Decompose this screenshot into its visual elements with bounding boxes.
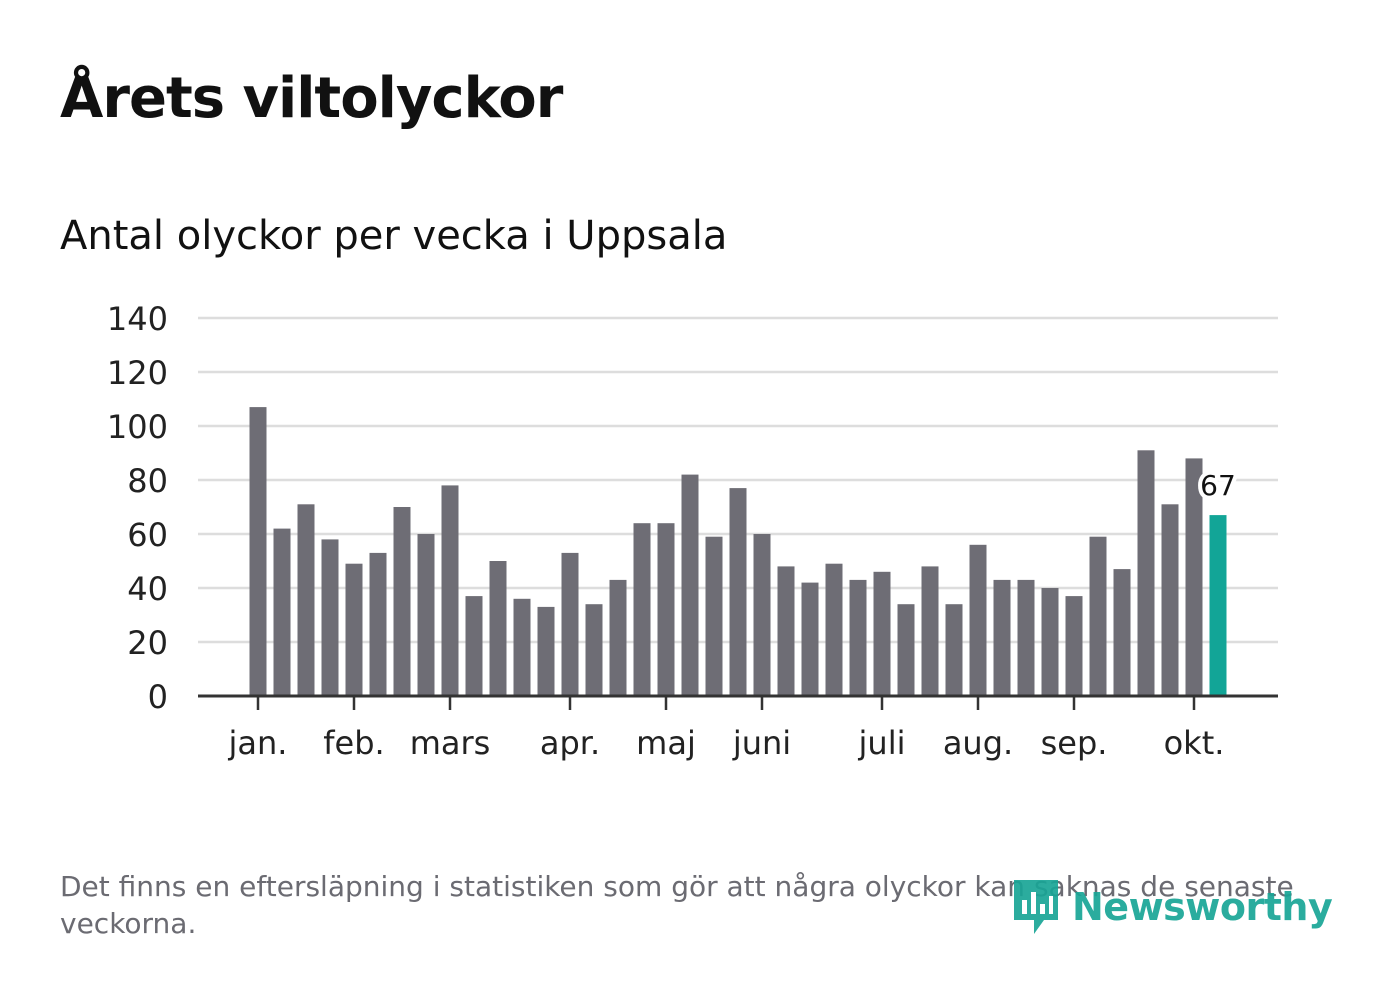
- bar: [585, 604, 603, 696]
- x-tick-label: okt.: [1164, 724, 1225, 762]
- bar: [777, 566, 795, 696]
- x-axis: jan. feb. mars apr. maj juni juli aug. sep. okt.: [198, 694, 1278, 762]
- x-tick-label: mars: [410, 724, 491, 762]
- chart-subtitle: Antal olyckor per vecka i Uppsala: [60, 213, 728, 259]
- logo-text: Newsworthy: [1072, 885, 1333, 929]
- bar: [393, 507, 411, 696]
- bar: [945, 604, 963, 696]
- bar: [1089, 536, 1107, 696]
- bar: [1017, 579, 1035, 696]
- x-tick-label: sep.: [1041, 724, 1108, 762]
- y-tick-label: 80: [127, 462, 168, 500]
- bar: [753, 534, 771, 696]
- x-tick-label: juli: [858, 724, 906, 762]
- x-tick-label: juni: [732, 724, 791, 762]
- bar: [825, 563, 843, 696]
- x-tick-label: aug.: [943, 724, 1013, 762]
- bar: [369, 552, 387, 696]
- x-tick-label: jan.: [228, 724, 288, 762]
- bar: [1185, 458, 1203, 696]
- footnote: Det finns en eftersläpning i statistiken…: [60, 870, 1294, 940]
- y-tick-label: 40: [127, 570, 168, 608]
- y-axis-ticks: 0 20 40 60 80 100 120 140: [107, 300, 168, 716]
- y-tick-label: 20: [127, 624, 168, 662]
- bar: [993, 579, 1011, 696]
- bar: [921, 566, 939, 696]
- bar: [465, 596, 483, 696]
- y-tick-label: 0: [148, 678, 168, 716]
- bar: [801, 582, 819, 696]
- data-label-halo: 67: [1200, 469, 1236, 502]
- bar: [489, 561, 507, 696]
- x-tick-label: maj: [636, 724, 696, 762]
- bar: [417, 534, 435, 696]
- bar-highlight: [1209, 515, 1227, 696]
- y-tick-label: 140: [107, 300, 168, 338]
- bar: [1161, 504, 1179, 696]
- newsworthy-logo: Newsworthy: [1010, 876, 1333, 938]
- bar: [897, 604, 915, 696]
- y-tick-label: 60: [127, 516, 168, 554]
- bar: [441, 485, 459, 696]
- bar-chart-speech-bubble-icon: [1014, 880, 1058, 934]
- bar: [1137, 450, 1155, 696]
- bar: [1041, 588, 1059, 696]
- x-tick-label: apr.: [540, 724, 600, 762]
- bar: [681, 474, 699, 696]
- bar: [1065, 596, 1083, 696]
- bar: [273, 528, 291, 696]
- data-label-latest: 67: [1200, 469, 1236, 502]
- bar: [561, 552, 579, 696]
- bar: [537, 606, 555, 696]
- bar: [513, 598, 531, 696]
- bar: [1113, 569, 1131, 696]
- bar: [321, 539, 339, 696]
- bar: [729, 488, 747, 696]
- bar: [873, 571, 891, 696]
- bar: [849, 579, 867, 696]
- bar: [609, 579, 627, 696]
- y-tick-label: 100: [107, 408, 168, 446]
- bar: [657, 523, 675, 696]
- y-tick-label: 120: [107, 354, 168, 392]
- bars: [249, 407, 1227, 696]
- bar: [249, 407, 267, 696]
- bar: [345, 563, 363, 696]
- x-tick-label: feb.: [323, 724, 384, 762]
- chart-title: Årets viltolyckor: [60, 66, 563, 131]
- bar: [297, 504, 315, 696]
- bar: [969, 544, 987, 696]
- bar: [705, 536, 723, 696]
- bar: [633, 523, 651, 696]
